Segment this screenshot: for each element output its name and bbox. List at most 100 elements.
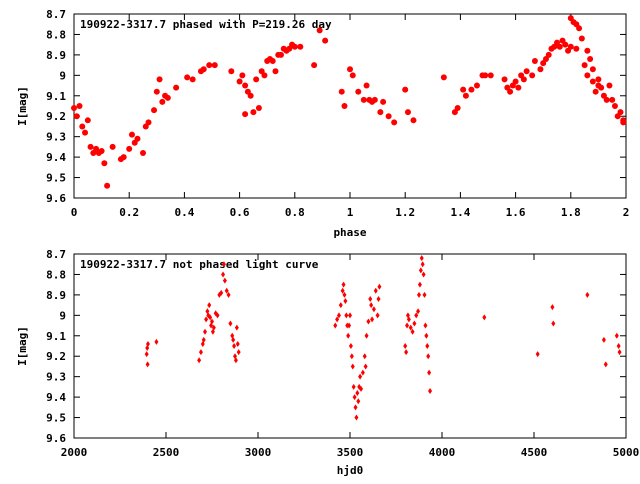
data-point — [550, 304, 555, 311]
data-point — [501, 76, 508, 83]
data-point — [385, 113, 392, 120]
y-tick-label: 8.8 — [46, 268, 66, 281]
data-point — [391, 119, 398, 126]
data-point — [211, 62, 218, 69]
data-point — [253, 76, 260, 83]
data-point — [255, 105, 262, 112]
y-tick-label: 9.2 — [46, 350, 66, 363]
data-point — [603, 96, 610, 103]
data-point — [589, 66, 596, 73]
data-point — [423, 322, 428, 329]
data-point — [219, 289, 224, 296]
data-point — [104, 182, 111, 189]
data-point — [344, 312, 349, 319]
y-tick-label: 9.6 — [46, 432, 66, 445]
data-point — [420, 261, 425, 268]
data-point — [377, 283, 382, 290]
data-point — [204, 316, 209, 323]
data-point — [291, 43, 298, 50]
data-point — [347, 66, 353, 73]
data-point — [210, 318, 214, 325]
y-tick-label: 9.6 — [46, 192, 66, 205]
data-point — [297, 43, 304, 50]
x-tick-label: 3000 — [245, 446, 272, 459]
y-tick-label: 8.9 — [46, 49, 66, 62]
chart-title: 190922-3317.7 not phased light curve — [80, 258, 319, 271]
data-point — [614, 332, 619, 339]
data-point — [595, 76, 602, 83]
x-axis-label: hjd0 — [337, 464, 364, 477]
data-point — [206, 62, 213, 69]
data-point — [342, 291, 347, 298]
data-point — [126, 145, 133, 152]
data-series — [71, 15, 627, 189]
data-point — [201, 336, 206, 343]
data-point — [535, 351, 540, 358]
data-point — [370, 316, 375, 323]
data-point — [250, 109, 257, 116]
data-point — [520, 76, 527, 83]
data-point — [120, 154, 127, 161]
data-point — [419, 255, 424, 262]
data-point — [567, 43, 574, 50]
x-tick-label: 1.8 — [561, 206, 581, 219]
data-point — [416, 308, 421, 315]
data-point — [349, 72, 356, 79]
data-point — [592, 88, 599, 95]
data-point — [408, 324, 413, 331]
data-point — [603, 361, 608, 368]
data-point — [531, 58, 538, 65]
x-tick-label: 0.2 — [119, 206, 139, 219]
data-point — [362, 353, 367, 360]
data-point — [76, 103, 83, 109]
data-point — [371, 96, 378, 103]
data-point — [473, 82, 480, 89]
data-point — [73, 113, 80, 120]
data-point — [587, 55, 594, 62]
data-point — [340, 287, 345, 294]
data-point — [537, 66, 544, 73]
data-point — [428, 387, 433, 394]
data-point — [482, 314, 487, 321]
y-tick-label: 9.1 — [46, 90, 66, 103]
data-point — [380, 98, 387, 105]
data-point — [349, 353, 354, 360]
data-point — [425, 343, 430, 349]
data-point — [460, 86, 467, 93]
y-tick-label: 9 — [59, 69, 66, 82]
data-point — [164, 94, 171, 101]
x-tick-label: 0.6 — [230, 206, 250, 219]
data-point — [352, 394, 357, 401]
data-point — [369, 302, 374, 309]
data-point — [359, 385, 364, 392]
data-point — [197, 357, 202, 364]
data-point — [82, 129, 89, 136]
data-point — [221, 261, 226, 268]
data-point — [226, 291, 231, 298]
y-tick-label: 8.9 — [46, 289, 66, 302]
x-tick-label: 2 — [623, 206, 630, 219]
data-point — [620, 119, 627, 126]
data-point — [338, 302, 343, 309]
data-point — [145, 119, 152, 126]
data-point — [278, 51, 284, 58]
data-point — [272, 68, 279, 75]
data-point — [71, 105, 77, 112]
y-tick-label: 9.5 — [46, 172, 66, 185]
data-point — [402, 86, 409, 93]
data-point — [341, 103, 348, 109]
data-point — [322, 37, 329, 44]
data-point — [153, 88, 160, 95]
data-point — [512, 78, 519, 85]
x-tick-label: 1.2 — [395, 206, 415, 219]
data-point — [371, 306, 376, 313]
y-tick-label: 9.2 — [46, 110, 66, 123]
data-point — [351, 383, 356, 390]
data-point — [487, 72, 494, 79]
data-point — [128, 131, 135, 138]
data-series — [144, 255, 622, 421]
x-tick-label: 3500 — [337, 446, 364, 459]
data-point — [405, 322, 410, 329]
data-point — [134, 135, 141, 142]
